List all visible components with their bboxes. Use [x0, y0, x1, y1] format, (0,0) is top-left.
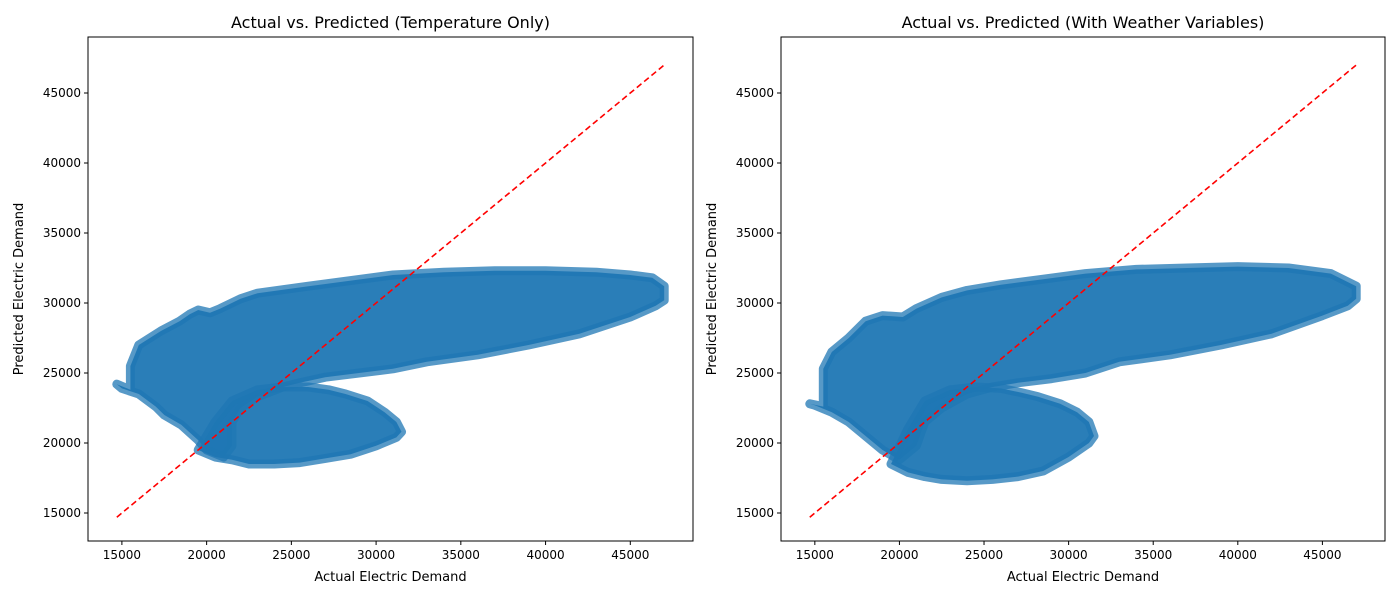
plot-area — [112, 64, 669, 518]
reference-line — [116, 64, 665, 518]
chart-panel-2: 15000 20000 25000 30000 35000 40000 45000 15000… — [705, 13, 1386, 585]
x-tick-label: 40000 — [526, 548, 564, 562]
x-tick-label: 20000 — [880, 548, 918, 562]
y-tick-label: 40000 — [43, 156, 81, 170]
reference-line — [809, 64, 1357, 518]
scatter-points-lower — [193, 382, 406, 469]
plot-area — [805, 64, 1361, 518]
axes-frame — [780, 36, 1386, 542]
chart-panel-1: 15000 20000 25000 30000 35000 40000 45000 15000… — [12, 13, 694, 585]
x-tick-label: 30000 — [357, 548, 395, 562]
x-tick-label: 40000 — [1219, 548, 1257, 562]
y-tick-label: 30000 — [736, 296, 774, 310]
scatter-points-lower — [886, 382, 1099, 486]
y-tick-label: 20000 — [736, 436, 774, 450]
y-tick-label: 25000 — [736, 366, 774, 380]
x-tick-label: 45000 — [1303, 548, 1341, 562]
y-tick-label: 35000 — [736, 226, 774, 240]
y-tick-label: 40000 — [736, 156, 774, 170]
y-tick-label: 20000 — [43, 436, 81, 450]
y-axis-label: Predicted Electric Demand — [705, 203, 720, 376]
x-tick-label: 30000 — [1050, 548, 1088, 562]
x-tick-label: 15000 — [103, 548, 141, 562]
x-tick-label: 20000 — [188, 548, 226, 562]
x-axis-label: Actual Electric Demand — [1007, 570, 1159, 585]
x-tick-label: 25000 — [272, 548, 310, 562]
x-tick-label: 35000 — [1134, 548, 1172, 562]
axes-frame — [87, 36, 694, 542]
x-axis-label: Actual Electric Demand — [314, 570, 466, 585]
y-axis-label: Predicted Electric Demand — [12, 203, 27, 376]
chart-title: Actual vs. Predicted (Temperature Only) — [231, 13, 550, 32]
x-tick-label: 35000 — [442, 548, 480, 562]
y-tick-label: 15000 — [43, 506, 81, 520]
y-tick-label: 30000 — [43, 296, 81, 310]
y-tick-label: 35000 — [43, 226, 81, 240]
y-tick-label: 25000 — [43, 366, 81, 380]
x-tick-label: 15000 — [796, 548, 834, 562]
y-tick-label: 15000 — [736, 506, 774, 520]
chart-title: Actual vs. Predicted (With Weather Varia… — [902, 13, 1265, 32]
x-tick-label: 45000 — [611, 548, 649, 562]
y-tick-label: 45000 — [736, 86, 774, 100]
x-tick-label: 25000 — [965, 548, 1003, 562]
y-tick-label: 45000 — [43, 86, 81, 100]
